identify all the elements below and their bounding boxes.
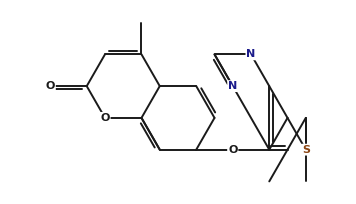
Text: N: N	[246, 49, 256, 59]
Text: O: O	[228, 145, 237, 155]
Text: S: S	[302, 145, 310, 155]
Text: O: O	[46, 81, 55, 91]
Text: O: O	[100, 113, 110, 123]
Text: N: N	[228, 81, 237, 91]
